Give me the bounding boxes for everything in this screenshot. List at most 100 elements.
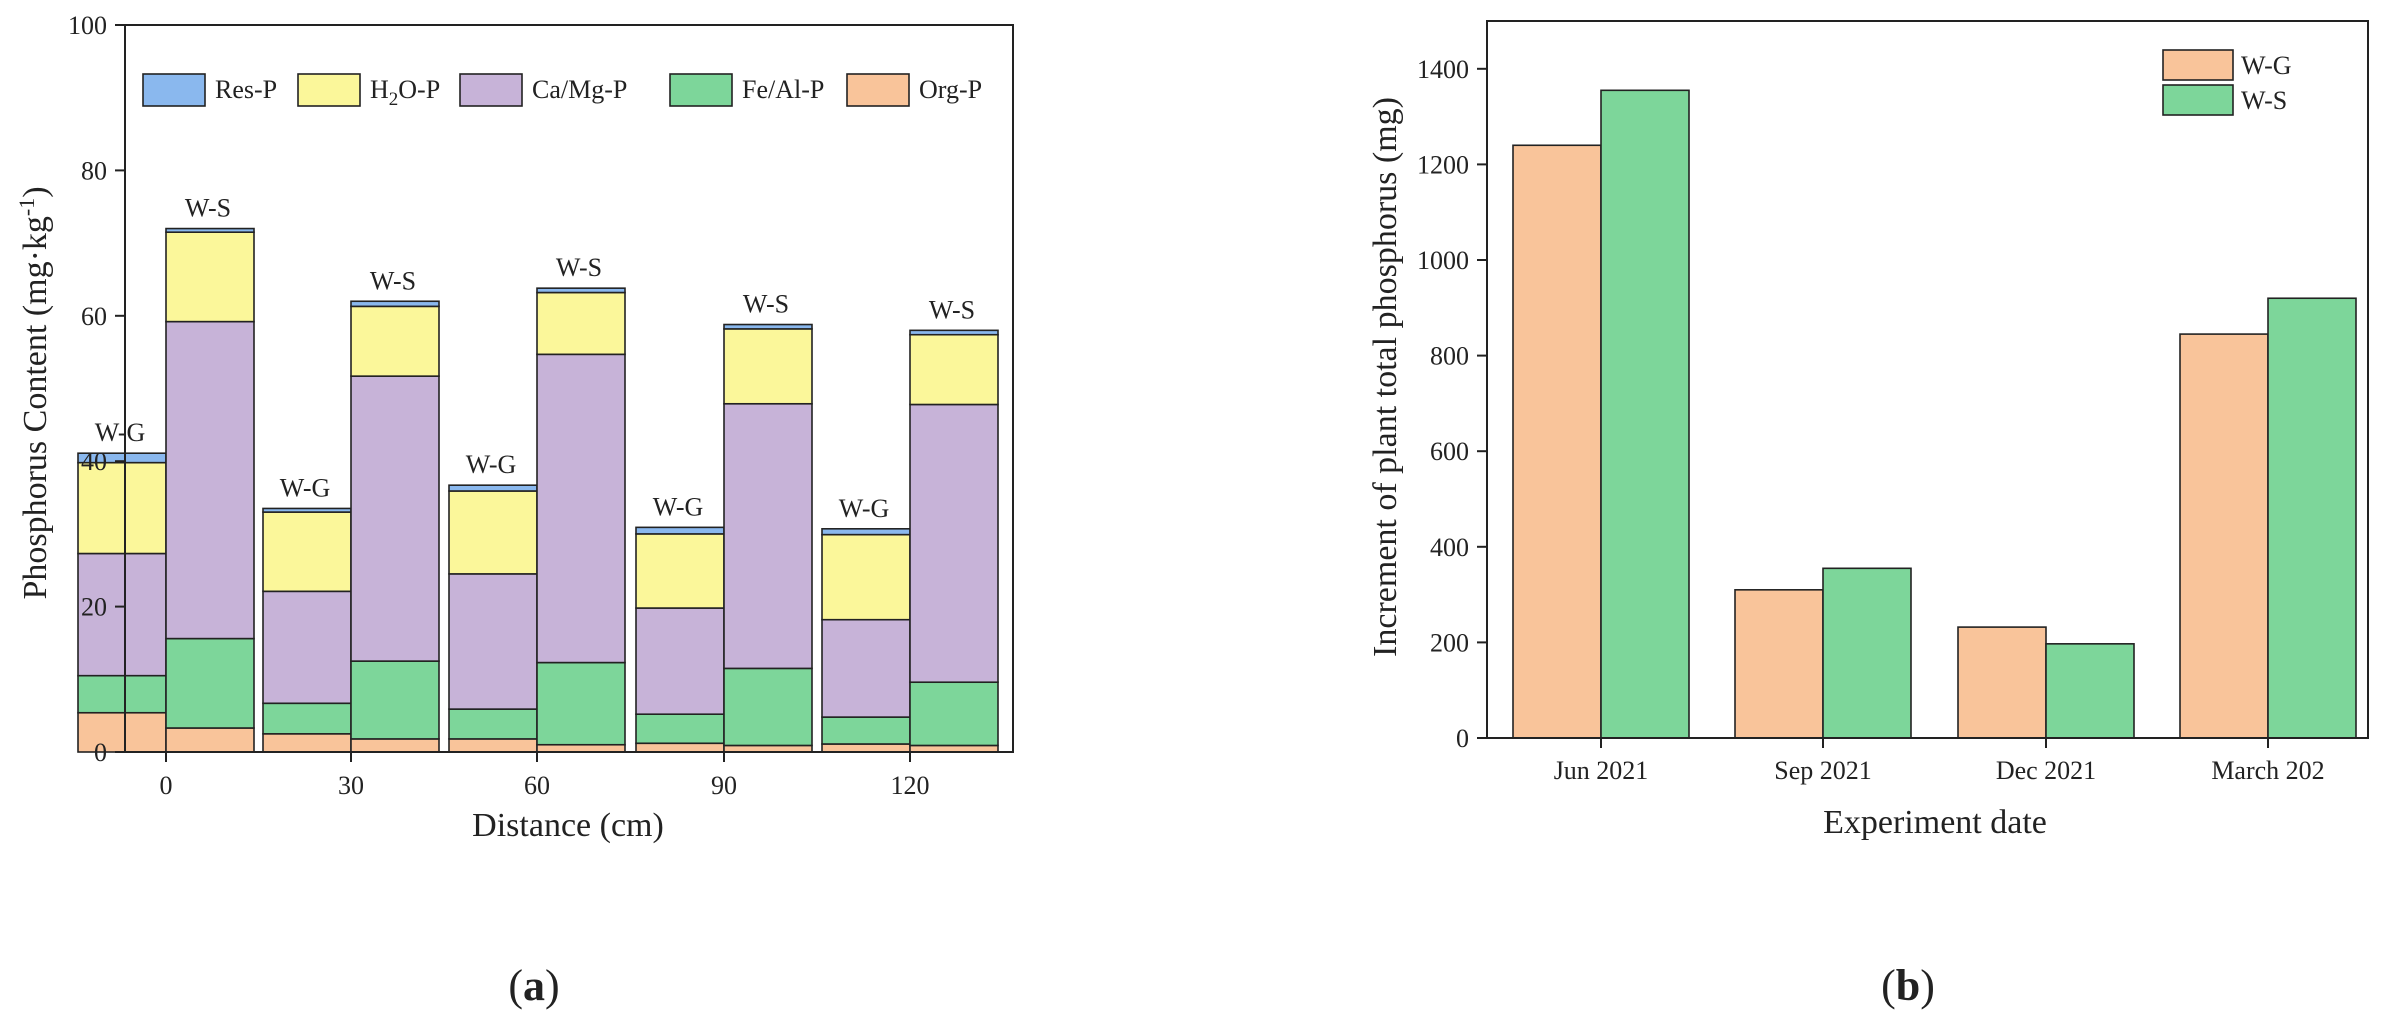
bar-ca-mg-p-w-s-120 [909, 403, 999, 684]
x-tick-label-a-30: 30 [338, 771, 364, 800]
y-tick-label-b-200: 200 [1430, 628, 1469, 657]
legend-label-w-s: W-S [2241, 86, 2287, 115]
bar-res-p-w-s-60 [536, 287, 626, 294]
x-tick-label-b-march-202: March 202 [2211, 756, 2324, 785]
bar-label-w-s-30: W-S [370, 266, 416, 295]
y-tick-label-a-80: 80 [81, 156, 107, 185]
bar-label-w-s-0: W-S [185, 194, 231, 223]
bar-h2o-p-w-s-90 [723, 328, 813, 405]
bar-org-p-w-g-30 [262, 733, 352, 753]
legend-swatch-fe-al-p [669, 73, 733, 107]
bar-org-p-w-g-90 [635, 742, 725, 753]
bar-res-p-w-s-90 [723, 323, 813, 330]
bar-h2o-p-w-s-30 [350, 305, 440, 377]
bar-h2o-p-w-g-0 [77, 461, 167, 555]
y-tick-label-a-100: 100 [68, 11, 107, 40]
legend-swatch-ca-mg-p [459, 73, 523, 107]
bar-org-p-w-s-30 [350, 738, 440, 753]
bar-org-p-w-g-60 [448, 738, 538, 753]
y-tick-label-b-600: 600 [1430, 437, 1469, 466]
bar-res-p-w-g-30 [262, 507, 352, 513]
bar-ca-mg-p-w-s-90 [723, 402, 813, 670]
bar-org-p-w-g-120 [821, 743, 911, 753]
chart-b-plant-phosphorus-increment: 0 200 400 600 800 1000 1200 1400 Jun 2021 Sep 202… [1367, 20, 2369, 841]
x-axis-title-a: Distance (cm) [472, 807, 664, 844]
y-tick-label-a-20: 20 [81, 593, 107, 622]
y-tick-label-b-0: 0 [1456, 724, 1469, 753]
bar-label-w-g-90: W-G [653, 492, 704, 521]
bar-ca-mg-p-w-g-0 [77, 552, 167, 677]
plot-frame-b [1486, 20, 2369, 739]
legend-label-w-g: W-G [2241, 51, 2292, 80]
legend-label-org-p: Org-P [919, 75, 982, 104]
y-tick-label-b-1400: 1400 [1417, 55, 1469, 84]
plot-frame-a [124, 24, 1014, 753]
y-axis-title-b: Increment of plant total phosphorus (mg) [1367, 97, 1404, 657]
x-tick-label-b-dec-2021: Dec 2021 [1996, 756, 2096, 785]
bar-org-p-w-s-60 [536, 743, 626, 753]
x-tick-label-b-sep-2021: Sep 2021 [1774, 756, 1872, 785]
chart-a-phosphorus-fractions: W-G W-S W-G W-S W-G W-S W-G W-S W-G W-S 0 20 40 60 80 1… [14, 11, 1014, 844]
y-tick-label-a-60: 60 [81, 302, 107, 331]
bar-fe-al-p-w-s-30 [350, 660, 440, 740]
x-tick-label-b-jun-2021: Jun 2021 [1554, 756, 1649, 785]
bar-label-w-g-120: W-G [839, 494, 890, 523]
bar-fe-al-p-w-s-60 [536, 661, 626, 746]
panel-label-b: (b) [1881, 961, 1935, 1010]
bar-h2o-p-w-s-0 [165, 231, 255, 323]
bar-w-g-dec-2021 [1957, 626, 2047, 739]
x-tick-label-a-60: 60 [524, 771, 550, 800]
y-tick-label-b-1200: 1200 [1417, 150, 1469, 179]
bar-h2o-p-w-g-120 [821, 533, 911, 621]
bar-res-p-w-s-0 [165, 227, 255, 233]
legend-label-ca-mg-p: Ca/Mg-P [532, 75, 627, 104]
bar-h2o-p-w-s-120 [909, 333, 999, 406]
bar-res-p-w-g-90 [635, 526, 725, 535]
bar-w-s-jun-2021 [1600, 89, 1690, 739]
bar-w-s-march-202 [2267, 297, 2357, 739]
bar-h2o-p-w-s-60 [536, 291, 626, 356]
legend-swatch-w-g [2162, 49, 2234, 81]
legend-label-res-p: Res-P [215, 75, 277, 104]
bar-ca-mg-p-w-g-120 [821, 618, 911, 718]
bar-fe-al-p-w-g-60 [448, 708, 538, 740]
y-tick-label-a-0: 0 [94, 738, 107, 767]
panel-label-a: (a) [508, 961, 559, 1010]
y-tick-label-a-40: 40 [81, 447, 107, 476]
legend-swatch-w-s [2162, 84, 2234, 116]
x-tick-label-a-120: 120 [891, 771, 930, 800]
y-tick-label-b-400: 400 [1430, 533, 1469, 562]
bar-label-w-g-60: W-G [466, 450, 517, 479]
bar-ca-mg-p-w-s-0 [165, 320, 255, 640]
bar-res-p-w-g-120 [821, 528, 911, 536]
bar-w-g-jun-2021 [1512, 144, 1602, 739]
bar-fe-al-p-w-g-120 [821, 716, 911, 745]
bar-ca-mg-p-w-g-60 [448, 573, 538, 710]
bar-fe-al-p-w-s-120 [909, 681, 999, 747]
bar-res-p-w-s-30 [350, 300, 440, 308]
bar-res-p-w-g-60 [448, 484, 538, 492]
bar-h2o-p-w-g-90 [635, 533, 725, 609]
bar-fe-al-p-w-g-30 [262, 702, 352, 735]
bar-ca-mg-p-w-s-30 [350, 375, 440, 662]
bar-org-p-w-g-0 [77, 711, 167, 753]
bar-ca-mg-p-w-g-90 [635, 607, 725, 715]
bar-ca-mg-p-w-s-60 [536, 353, 626, 664]
legend-label-fe-al-p: Fe/Al-P [742, 75, 824, 104]
bar-w-s-dec-2021 [2045, 643, 2135, 739]
bar-w-g-sep-2021 [1734, 589, 1824, 739]
x-tick-label-a-90: 90 [711, 771, 737, 800]
y-tick-label-b-1000: 1000 [1417, 246, 1469, 275]
bar-fe-al-p-w-g-0 [77, 674, 167, 714]
x-tick-label-a-0: 0 [160, 771, 173, 800]
bar-label-w-g-30: W-G [280, 473, 331, 502]
bar-fe-al-p-w-s-90 [723, 667, 813, 747]
bar-label-w-g-0: W-G [95, 418, 146, 447]
x-axis-title-b: Experiment date [1823, 804, 2047, 841]
legend-swatch-res-p [142, 73, 206, 107]
y-tick-label-b-800: 800 [1430, 342, 1469, 371]
legend-swatch-h2o-p [297, 73, 361, 107]
legend-label-h2o-p: H2O-P [370, 75, 440, 110]
bar-fe-al-p-w-g-90 [635, 713, 725, 745]
